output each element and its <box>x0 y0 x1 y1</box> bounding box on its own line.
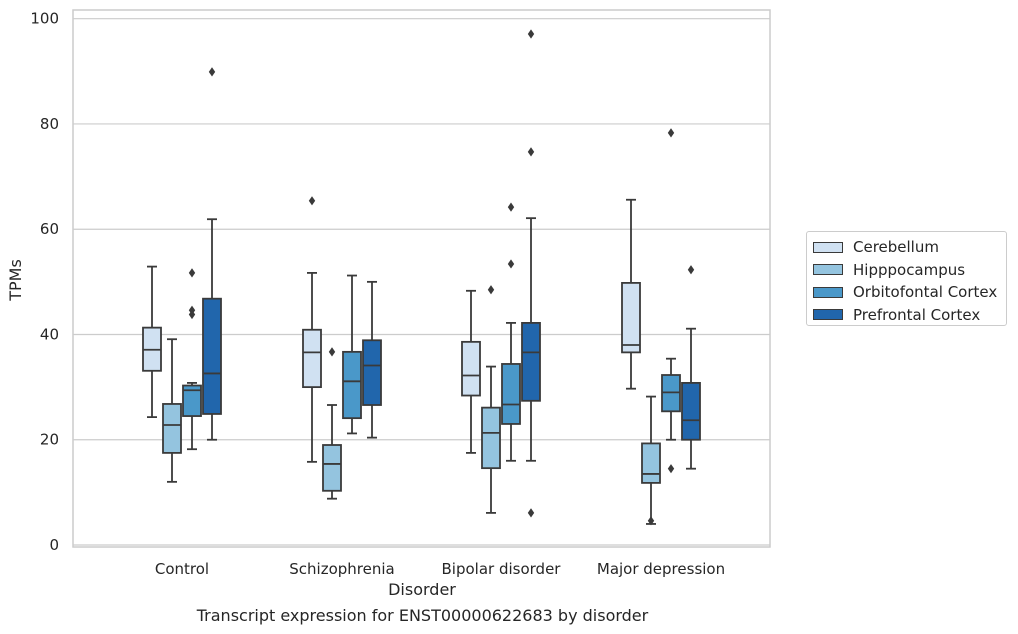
y-tick-label: 100 <box>30 10 59 28</box>
box-hipppocampus <box>162 338 182 483</box>
outlier-point <box>328 347 336 357</box>
y-tick-label: 60 <box>40 220 59 238</box>
outlier-point <box>507 202 515 212</box>
outlier-point <box>507 259 515 269</box>
box-body <box>322 444 342 492</box>
box-hipppocampus <box>322 347 342 500</box>
box-body <box>481 406 501 470</box>
box-cerebellum <box>461 289 481 454</box>
legend-item: Orbitofontal Cortex <box>813 281 1006 304</box>
outlier-point <box>527 508 535 518</box>
box-body <box>162 403 182 454</box>
box-prefrontal-cortex <box>681 265 701 470</box>
box-body <box>182 384 202 417</box>
outlier-point <box>308 196 316 206</box>
box-prefrontal-cortex <box>362 280 382 439</box>
x-axis-ticks: Control Schizophrenia Bipolar disorder Majo… <box>155 560 725 578</box>
legend-label: Orbitofontal Cortex <box>853 283 998 302</box>
outlier-point <box>487 285 495 295</box>
chart-caption: Transcript expression for ENST0000062268… <box>196 606 649 625</box>
plot-frame <box>72 9 771 548</box>
box-body <box>342 350 362 420</box>
x-tick-label: Major depression <box>597 560 725 578</box>
y-tick-label: 0 <box>49 536 59 554</box>
y-tick-label: 80 <box>40 115 59 133</box>
legend-swatch <box>813 309 843 321</box>
box-prefrontal-cortex <box>202 67 222 441</box>
box-body <box>302 328 322 389</box>
box-orbitofontal-cortex <box>342 274 362 435</box>
legend-label: Cerebellum <box>853 238 939 257</box>
legend-swatch <box>813 264 843 276</box>
legend-item: Prefrontal Cortex <box>813 304 1006 327</box>
x-tick-label: Bipolar disorder <box>442 560 562 578</box>
x-tick-label: Schizophrenia <box>289 560 394 578</box>
box-hipppocampus <box>641 395 661 526</box>
legend-item: Cerebellum <box>813 236 1006 259</box>
legend: Cerebellum Hipppocampus Orbitofontal Corte… <box>806 231 1007 326</box>
y-axis-title: TPMs <box>6 259 25 302</box>
outlier-point <box>667 464 675 474</box>
box-body <box>641 442 661 484</box>
box-cerebellum <box>302 196 322 463</box>
x-axis-title: Disorder <box>388 580 456 599</box>
outlier-point <box>188 268 196 278</box>
legend-swatch <box>813 241 843 253</box>
y-tick-label: 20 <box>40 431 59 449</box>
outlier-point <box>188 305 196 315</box>
box-orbitofontal-cortex <box>501 202 521 462</box>
legend-label: Prefrontal Cortex <box>853 305 981 324</box>
box-cerebellum <box>621 198 641 390</box>
y-axis-ticks: 0 20 40 60 80 100 <box>30 10 59 554</box>
outlier-point <box>527 147 535 157</box>
box-body <box>362 339 382 406</box>
box-hipppocampus <box>481 285 501 514</box>
box-body <box>521 322 541 402</box>
box-orbitofontal-cortex <box>182 268 202 451</box>
box-prefrontal-cortex <box>521 29 541 518</box>
legend-swatch <box>813 286 843 298</box>
y-tick-label: 40 <box>40 325 59 343</box>
box-body <box>621 282 641 354</box>
outlier-point <box>667 128 675 138</box>
outlier-point <box>647 516 655 526</box>
x-tick-label: Control <box>155 560 209 578</box>
legend-label: Hipppocampus <box>853 260 966 279</box>
outlier-point <box>527 29 535 39</box>
box-body <box>202 297 222 415</box>
box-body <box>461 340 481 397</box>
outlier-point <box>208 67 216 77</box>
boxes <box>142 29 701 526</box>
box-body <box>681 381 701 441</box>
legend-item: Hipppocampus <box>813 259 1006 282</box>
box-body <box>501 363 521 425</box>
grid-lines <box>73 18 770 546</box>
outlier-point <box>687 265 695 275</box>
box-cerebellum <box>142 265 162 419</box>
box-orbitofontal-cortex <box>661 128 681 474</box>
